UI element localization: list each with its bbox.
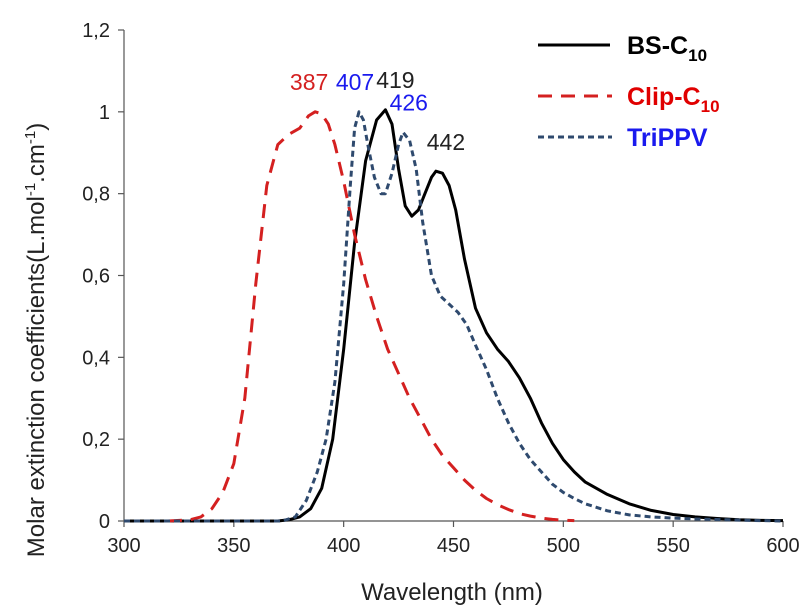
y-axis-title-mid: .cm — [23, 144, 50, 183]
peak-label-419: 419 — [376, 67, 414, 93]
y-axis-title: Molar extinction coefficients(L.mol-1.cm… — [22, 123, 50, 557]
legend-label-clip-c10: Clip-C10 — [627, 83, 720, 116]
y-tick-label: 0 — [99, 511, 110, 533]
x-tick-label: 300 — [107, 535, 140, 557]
legend-label-clip-c10-sub: 10 — [701, 97, 720, 116]
y-axis-title-sup2: -1 — [22, 131, 39, 144]
y-tick-label: 0,2 — [82, 429, 110, 451]
x-tick-label: 500 — [547, 535, 580, 557]
x-tick-label: 600 — [766, 535, 799, 557]
peak-label-442: 442 — [427, 129, 465, 155]
y-axis-ticks: 0 0,2 0,4 0,6 0,8 1 1,2 — [82, 20, 124, 533]
x-tick-label: 400 — [327, 535, 360, 557]
legend-label-clip-c10-main: Clip-C — [627, 83, 701, 111]
series-layer — [124, 108, 784, 523]
peak-label-407: 407 — [336, 69, 374, 95]
y-tick-label: 0,4 — [82, 347, 110, 369]
x-tick-label: 550 — [656, 535, 689, 557]
peak-label-387: 387 — [290, 69, 328, 95]
legend-label-bs-c10-sub: 10 — [688, 46, 707, 65]
series-line-clip-c10 — [167, 110, 575, 523]
y-axis-title-end: ) — [23, 123, 50, 131]
x-axis-title: Wavelength (nm) — [361, 579, 543, 606]
x-tick-label: 450 — [437, 535, 470, 557]
legend-label-bs-c10: BS-C10 — [627, 32, 707, 65]
peak-label-426: 426 — [390, 89, 428, 115]
series-line-bs-c10 — [124, 108, 784, 523]
y-axis-title-sup1: -1 — [22, 183, 39, 196]
y-tick-label: 1 — [99, 102, 110, 124]
x-axis-ticks: 300 350 400 450 500 550 600 — [107, 521, 800, 557]
series-line-trippv — [124, 110, 784, 523]
y-tick-label: 0,6 — [82, 266, 110, 288]
legend-label-trippv: TriPPV — [627, 124, 708, 152]
legend: BS-C10 Clip-C10 TriPPV — [538, 32, 720, 152]
y-tick-label: 1,2 — [82, 20, 110, 42]
legend-label-bs-c10-main: BS-C — [627, 32, 688, 60]
x-tick-label: 350 — [217, 535, 250, 557]
y-tick-label: 0,8 — [82, 184, 110, 206]
y-axis-title-main: Molar extinction coefficients(L.mol — [23, 196, 50, 557]
